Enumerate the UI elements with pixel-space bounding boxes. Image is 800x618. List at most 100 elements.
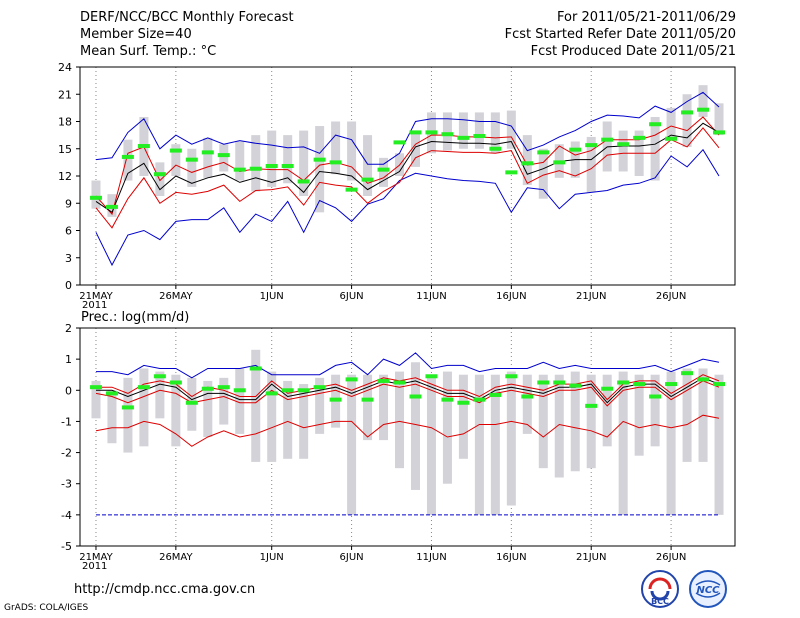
ci-lower-line: [95, 127, 720, 229]
spread-bar: [570, 371, 580, 472]
x-tick-year-label: 2011: [82, 561, 107, 572]
spread-bar: [171, 144, 181, 176]
spread-bar: [522, 374, 532, 434]
median-marker: [249, 166, 262, 171]
spread-bar: [474, 374, 484, 515]
spread-bar: [235, 141, 245, 181]
spread-bar: [442, 371, 452, 484]
grads-credit: GrADS: COLA/IGES: [4, 603, 89, 613]
median-marker: [425, 130, 438, 135]
x-tick-label: 11JUN: [416, 291, 446, 302]
median-marker: [377, 167, 390, 172]
spread-bar: [91, 180, 101, 209]
x-tick-label: 21JUN: [576, 552, 606, 563]
svg-text:BCC: BCC: [651, 597, 669, 606]
spread-bar: [714, 374, 724, 515]
spread-bar: [586, 374, 596, 469]
y-tick-label: 18: [58, 116, 72, 129]
median-marker: [329, 160, 342, 165]
median-marker: [553, 160, 566, 165]
ci-upper-line: [95, 116, 720, 216]
spread-bar: [171, 374, 181, 447]
x-tick-label: 1JUN: [260, 291, 284, 302]
spread-bar: [347, 121, 357, 181]
median-marker: [473, 397, 486, 402]
median-marker: [89, 385, 102, 390]
x-tick-label: 26MAY: [159, 552, 193, 563]
median-marker: [201, 150, 214, 155]
median-marker: [681, 110, 694, 115]
median-marker: [201, 386, 214, 391]
median-marker: [361, 177, 374, 182]
spread-bar: [299, 384, 309, 459]
median-marker: [665, 382, 678, 387]
x-tick-label: 21MAY: [79, 552, 113, 563]
median-marker: [377, 378, 390, 383]
spread-bar: [331, 121, 341, 175]
y-tick-label: -1: [61, 415, 72, 428]
ci-lower-line: [95, 380, 720, 407]
chart-title: DERF/NCC/BCC Monthly Forecast: [80, 10, 294, 25]
median-marker: [345, 187, 358, 192]
median-marker: [601, 137, 614, 142]
median-marker: [585, 403, 598, 408]
median-marker: [489, 392, 502, 397]
spread-bar: [91, 380, 101, 419]
median-marker: [441, 132, 454, 137]
median-marker: [153, 374, 166, 379]
median-marker: [585, 143, 598, 148]
median-marker: [457, 135, 470, 140]
y-tick-label: 2: [65, 322, 72, 335]
median-marker: [537, 380, 550, 385]
source-url[interactable]: http://cmdp.ncc.cma.gov.cn: [74, 582, 256, 597]
spread-bar: [538, 148, 548, 199]
x-tick-label: 21MAY: [79, 291, 113, 302]
spread-bar: [203, 137, 213, 178]
median-marker: [665, 136, 678, 141]
x-tick-label: 26MAY: [159, 291, 193, 302]
spread-bar: [155, 371, 165, 419]
spread-bar: [395, 371, 405, 469]
ci-low-band-line: [95, 414, 720, 447]
spread-bar: [714, 103, 724, 136]
x-tick-label: 6JUN: [340, 291, 364, 302]
median-marker: [217, 153, 230, 158]
fcst-produced-date: Fcst Produced Date 2011/05/21: [530, 44, 736, 59]
ensemble-mean-line: [95, 122, 720, 214]
median-marker: [409, 130, 422, 135]
median-marker: [281, 164, 294, 169]
spread-bar: [155, 162, 165, 196]
x-tick-label: 26JUN: [656, 552, 686, 563]
median-marker: [681, 371, 694, 376]
median-marker: [185, 157, 198, 162]
variable-label: Mean Surf. Temp.: °C: [80, 44, 217, 59]
x-tick-label: 16JUN: [496, 552, 526, 563]
median-marker: [521, 394, 534, 399]
median-marker: [649, 122, 662, 127]
spread-bar: [123, 139, 133, 181]
median-marker: [137, 144, 150, 149]
median-marker: [169, 148, 182, 153]
median-marker: [697, 107, 710, 112]
median-marker: [633, 135, 646, 140]
spread-bar: [650, 374, 660, 447]
spread-bar: [522, 135, 532, 186]
spread-bar: [203, 380, 213, 437]
header-right: For 2011/05/21-2011/06/29 Fcst Started R…: [505, 9, 736, 60]
spread-bar: [490, 374, 500, 515]
median-marker: [249, 366, 262, 371]
x-tick-label: 11JUN: [416, 552, 446, 563]
median-marker: [297, 179, 310, 184]
spread-bar: [586, 136, 596, 193]
spread-bar: [442, 112, 452, 151]
median-marker: [233, 388, 246, 393]
x-tick-label: 6JUN: [340, 552, 364, 563]
x-tick-label: 16JUN: [496, 291, 526, 302]
fcst-started-date: Fcst Started Refer Date 2011/05/20: [504, 27, 736, 42]
spread-bar: [379, 374, 389, 441]
y-tick-label: 9: [65, 197, 72, 210]
median-marker: [265, 391, 278, 396]
spread-bar: [283, 135, 293, 184]
spread-bar: [315, 377, 325, 434]
spread-bar: [538, 374, 548, 469]
